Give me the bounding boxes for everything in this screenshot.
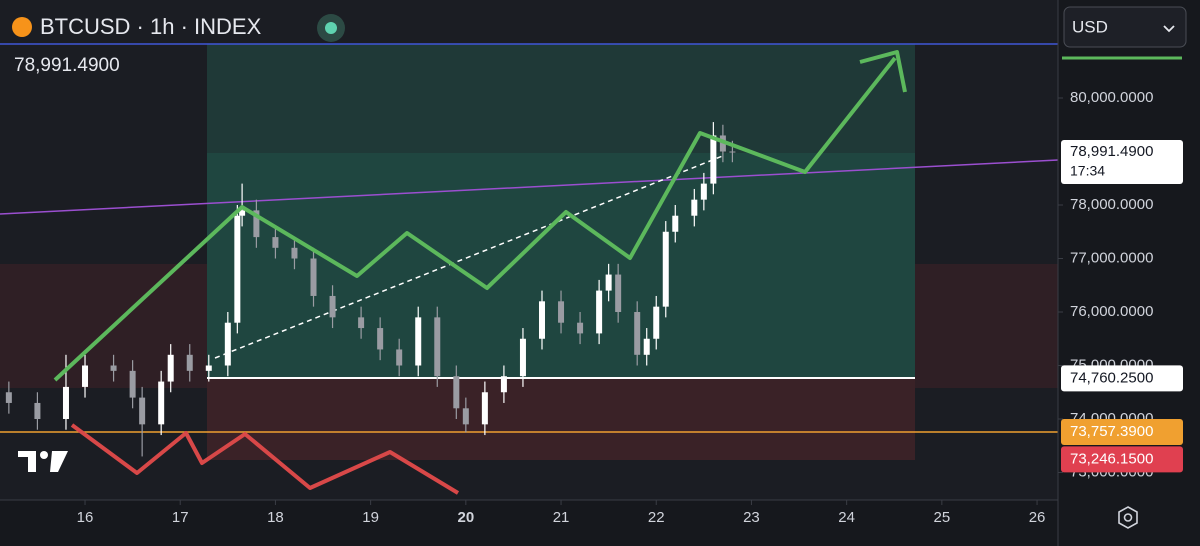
x-tick-label: 18 [267, 509, 284, 526]
price-tag [1061, 139, 1183, 184]
candle-body [129, 370, 136, 398]
x-tick-label: 26 [1029, 509, 1046, 526]
y-tick-label: 76,000.0000 [1070, 303, 1153, 320]
candles [5, 122, 736, 457]
x-tick-label: 25 [934, 509, 951, 526]
x-tick-label: 21 [553, 509, 570, 526]
candle-body [615, 274, 622, 313]
currency-label: USD [1072, 17, 1108, 36]
candle-body [500, 376, 507, 393]
candle-body [453, 376, 460, 409]
price-tag-time: 17:34 [1070, 163, 1105, 179]
candle-body [186, 354, 193, 371]
x-tick-label: 23 [743, 509, 760, 526]
projection-arrow [53, 56, 897, 382]
last-price: 78,991.4900 [14, 55, 120, 76]
candle-body [662, 231, 669, 307]
chevron [1163, 25, 1175, 33]
candle-body [329, 295, 336, 318]
x-tick-label: 20 [457, 509, 474, 526]
price-tag-label: 78,991.4900 [1070, 143, 1153, 160]
trend-line [0, 159, 1059, 215]
candle-body [605, 274, 612, 291]
candle-body [434, 317, 441, 377]
candle-body [672, 215, 679, 232]
symbol-title: BTCUSD · 1h · INDEX [40, 14, 262, 39]
candle-body [634, 312, 641, 355]
price-tag [1061, 446, 1183, 473]
candle-body [139, 397, 146, 425]
bearish-path [70, 423, 460, 495]
candle-body [415, 317, 422, 366]
candle-body [5, 392, 12, 403]
candle-body [377, 328, 384, 350]
candle-body [310, 258, 317, 296]
candle-body [700, 183, 707, 200]
candle-body [82, 365, 89, 387]
candle-body [519, 338, 526, 377]
target-zone-top [207, 44, 915, 154]
candle-body [272, 237, 279, 248]
candle-body [396, 349, 403, 366]
candle-body [653, 306, 660, 339]
candle-body [62, 386, 69, 420]
candle-body [710, 135, 717, 184]
y-tick-label: 78,000.0000 [1070, 196, 1153, 213]
dashed-line [214, 154, 726, 359]
price-tag-label: 73,246.1500 [1070, 450, 1153, 467]
candle-body [239, 210, 246, 216]
candle-body [481, 392, 488, 425]
candle-body [691, 199, 698, 216]
x-tick-label: 19 [362, 509, 379, 526]
candle-body [205, 365, 212, 371]
candle-body [224, 322, 231, 366]
candle-body [110, 365, 117, 371]
price-tag [1061, 365, 1183, 392]
target-zone [207, 153, 915, 378]
tradingview-logo [18, 451, 68, 472]
status-dot [325, 22, 337, 34]
bitcoin-icon [12, 17, 32, 37]
candle-body [253, 210, 260, 238]
candle-body [538, 301, 545, 339]
price-tag-label: 73,757.3900 [1070, 423, 1153, 440]
arrow-head [859, 50, 907, 93]
candle-body [643, 338, 650, 355]
y-tick-label: 77,000.0000 [1070, 249, 1153, 266]
candle-body [577, 322, 584, 334]
price-tag-label: 74,760.2500 [1070, 369, 1153, 386]
settings-button[interactable] [1118, 506, 1138, 529]
x-tick-label: 16 [77, 509, 94, 526]
candle-body [34, 402, 41, 420]
y-tick-label: 80,000.0000 [1070, 89, 1153, 106]
x-tick-label: 24 [838, 509, 855, 526]
candle-body [158, 381, 165, 425]
x-tick-label: 22 [648, 509, 665, 526]
x-tick-label: 17 [172, 509, 189, 526]
price-tag [1061, 418, 1183, 445]
candle-body [558, 301, 565, 323]
candle-body [729, 151, 736, 153]
candle-body [167, 354, 174, 382]
candle-body [596, 290, 603, 334]
stop-zone [207, 378, 915, 460]
currency-select[interactable] [1063, 6, 1187, 48]
candle-body [358, 317, 365, 329]
candle-body [234, 215, 241, 323]
candle-body [291, 247, 298, 259]
candle-body [462, 408, 469, 425]
